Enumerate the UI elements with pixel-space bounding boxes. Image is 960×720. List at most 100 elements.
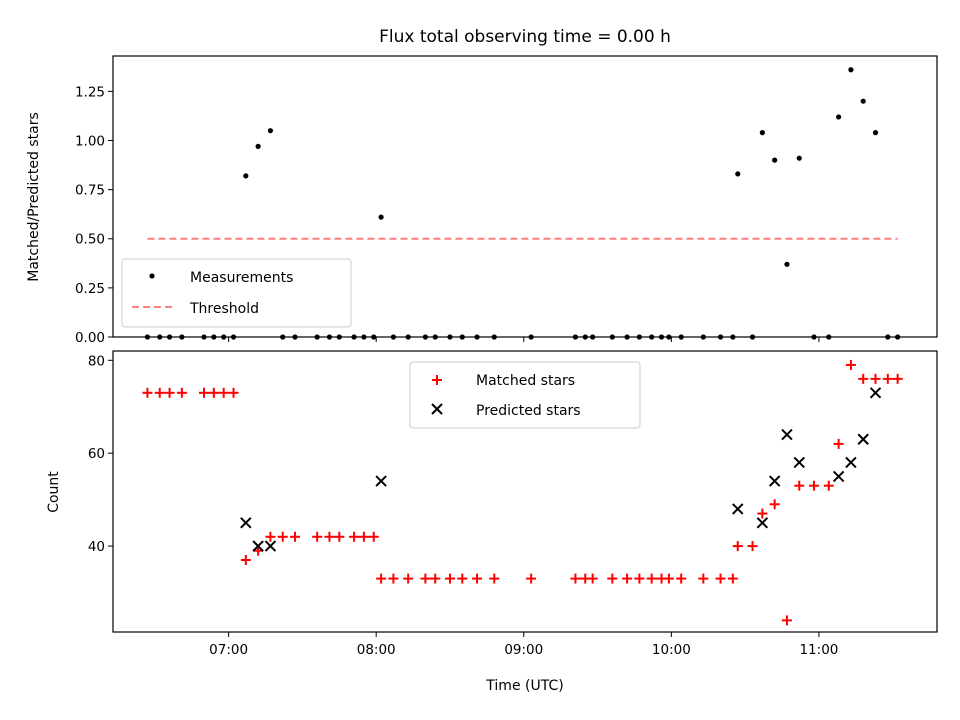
matched-star-point	[570, 573, 581, 584]
matched-star-point	[634, 573, 645, 584]
predicted-star-point	[832, 470, 845, 483]
x-axis-label: Time (UTC)	[485, 678, 563, 694]
x-tick-label: 11:00	[799, 642, 838, 658]
matched-star-point	[663, 573, 674, 584]
legend-measurements-label: Measurements	[190, 270, 293, 286]
y-tick-label: 1.00	[75, 133, 105, 149]
matched-star-point	[870, 373, 881, 384]
top-ticks: 0.00 0.25 0.50 0.75 1.00 1.25	[75, 84, 820, 346]
top-y-axis-label: Matched/Predicted stars	[26, 112, 42, 282]
bottom-ticks: 40 60 80 07:00 08:00 09:00 10:00 11:00	[88, 353, 839, 658]
bottom-marks	[142, 359, 903, 626]
matched-star-point	[290, 531, 301, 542]
matched-star-point	[769, 499, 780, 510]
legend-threshold-label: Threshold	[189, 301, 259, 317]
measurement-point	[378, 214, 384, 220]
measurement-point	[796, 155, 802, 161]
matched-star-point	[809, 480, 820, 491]
matched-star-point	[430, 573, 441, 584]
predicted-star-point	[756, 517, 769, 529]
predicted-star-point	[845, 456, 857, 469]
matched-star-point	[732, 541, 743, 552]
matched-star-point	[845, 359, 856, 370]
matched-star-point	[457, 573, 468, 584]
measurement-point	[772, 157, 778, 163]
matched-star-point	[472, 573, 483, 584]
matched-star-point	[420, 573, 431, 584]
legend-matched-marker	[432, 375, 442, 385]
matched-star-point	[781, 615, 792, 626]
legend-matched-label: Matched stars	[476, 373, 575, 389]
matched-star-point	[715, 573, 726, 584]
y-tick-label: 0.25	[75, 281, 105, 297]
measurement-point	[836, 114, 842, 120]
top-panel: Flux total observing time = 0.00 h Match…	[26, 27, 938, 346]
matched-star-point	[698, 573, 709, 584]
matched-star-point	[265, 531, 276, 542]
matched-star-point	[240, 555, 251, 566]
matched-star-point	[154, 387, 165, 398]
predicted-star-point	[252, 540, 264, 552]
matched-star-point	[208, 387, 219, 398]
y-tick-label: 40	[88, 539, 105, 555]
measurement-point	[759, 130, 765, 136]
bottom-y-axis-label: Count	[46, 471, 62, 513]
top-legend-box	[121, 258, 352, 328]
measurement-point	[243, 173, 249, 179]
bottom-legend: Matched stars Predicted stars	[409, 361, 641, 429]
measurement-point	[860, 98, 866, 104]
y-tick-label: 0.00	[75, 330, 105, 346]
matched-star-point	[228, 387, 239, 398]
matched-star-point	[334, 531, 345, 542]
matched-star-point	[607, 573, 618, 584]
matched-star-point	[587, 573, 598, 584]
bottom-legend-box	[409, 361, 641, 429]
x-tick-label: 10:00	[652, 642, 691, 658]
measurement-point	[255, 143, 261, 149]
matched-star-point	[622, 573, 633, 584]
y-tick-label: 60	[88, 446, 105, 462]
matched-star-point	[142, 387, 153, 398]
matched-star-point	[489, 573, 500, 584]
bottom-axes-frame	[112, 350, 938, 633]
matched-star-point	[727, 573, 738, 584]
matched-star-point	[218, 387, 229, 398]
bottom-panel: Count Time (UTC) 40 60 80 07:00 08:00 09:00 10…	[46, 350, 938, 694]
matched-star-point	[349, 531, 360, 542]
matched-star-point	[358, 531, 369, 542]
matched-star-point	[757, 508, 768, 519]
predicted-star-point	[375, 475, 387, 487]
matched-star-point	[199, 387, 210, 398]
x-tick-label: 09:00	[504, 642, 543, 658]
predicted-star-point	[264, 540, 277, 552]
matched-star-point	[176, 387, 187, 398]
matched-star-point	[312, 531, 323, 542]
matched-star-point	[388, 573, 399, 584]
top-axes-frame	[112, 55, 938, 338]
measurement-point	[848, 67, 854, 73]
matched-star-point	[526, 573, 537, 584]
measurement-point	[872, 130, 879, 136]
predicted-star-point	[768, 475, 781, 487]
predicted-star-point	[240, 517, 252, 529]
matched-star-point	[376, 573, 387, 584]
matched-star-point	[747, 541, 758, 552]
matched-star-point	[444, 573, 455, 584]
matched-star-point	[823, 480, 834, 491]
matched-star-point	[324, 531, 335, 542]
legend-predicted-marker	[431, 403, 443, 415]
measurement-point	[784, 261, 790, 267]
y-tick-label: 0.50	[75, 232, 105, 248]
matched-star-point	[277, 531, 288, 542]
measurement-point	[267, 128, 274, 134]
predicted-star-point	[857, 433, 869, 445]
x-tick-label: 08:00	[357, 642, 396, 658]
legend-predicted-label: Predicted stars	[476, 403, 581, 419]
x-tick-label: 07:00	[209, 642, 248, 658]
predicted-star-point	[793, 456, 805, 469]
matched-star-point	[403, 573, 414, 584]
legend-measurements-marker	[149, 273, 155, 279]
predicted-star-point	[869, 387, 882, 399]
matched-star-point	[676, 573, 687, 584]
y-tick-label: 80	[88, 353, 105, 369]
